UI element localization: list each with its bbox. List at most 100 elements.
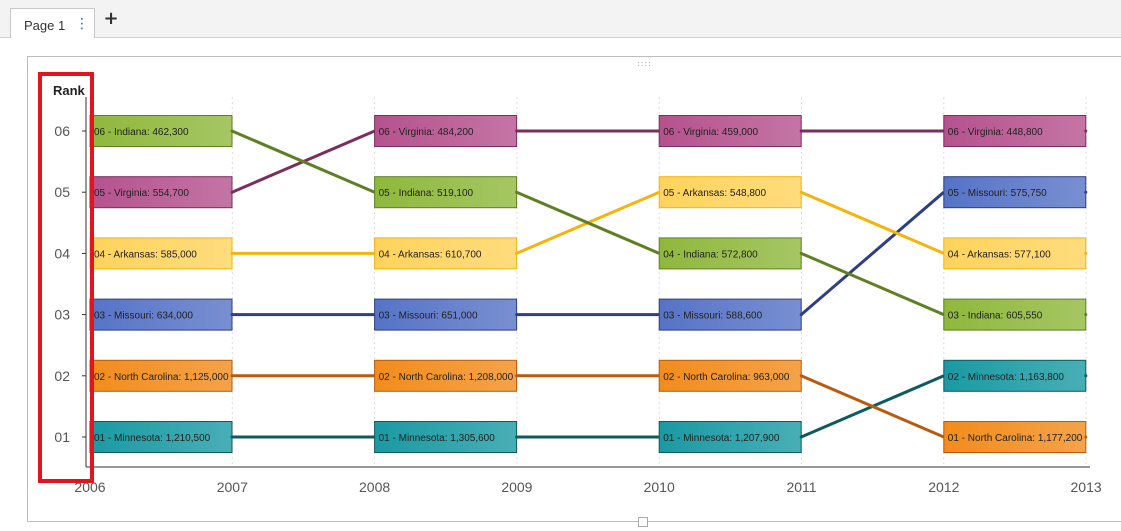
series-point [515,313,519,317]
box-label-group: 06 - Indiana: 462,300 [94,127,189,138]
series-connector-line [516,190,660,255]
series-point [230,190,234,194]
series-connector-line [800,252,945,316]
box-label-group: 02 - Minnesota: 1,163,800 [948,372,1065,383]
series-box [374,298,518,331]
tab-page-1[interactable]: Page 1 ⋮ [10,8,95,39]
series-point [1084,129,1088,133]
drag-handle-icon[interactable]: :::: [637,59,652,68]
data-label: 06 - Virginia: 484,200 [379,127,474,138]
box-label-group: 05 - Virginia: 554,700 [94,188,189,199]
series-point [230,435,234,439]
series-point [515,435,519,439]
data-label: 02 - North Carolina: 963,000 [663,372,790,383]
series-point [515,251,519,255]
y-axis-title: Rank [53,83,86,98]
box-label-group: 02 - North Carolina: 1,208,000 [379,372,514,383]
series-connector-line [800,191,945,316]
data-label: 04 - Indiana: 572,800 [663,249,758,260]
series-box [658,421,802,453]
series-box [943,421,1087,453]
data-label: 04 - Arkansas: 577,100 [948,249,1051,260]
box-label-group: 02 - North Carolina: 1,125,000 [94,372,229,383]
y-tick-label: 05 [54,184,70,200]
series-point [515,190,519,194]
series-point [230,374,234,378]
x-tick-label: 2007 [217,479,248,495]
box-label-group: 04 - Arkansas: 610,700 [379,249,482,260]
series-box [943,359,1087,392]
series-point [799,313,803,317]
series-box [89,421,233,453]
data-label: 01 - Minnesota: 1,207,900 [663,433,780,444]
plus-icon[interactable]: + [103,8,119,29]
box-label-group: 03 - Missouri: 588,600 [663,311,762,322]
data-label: 04 - Arkansas: 610,700 [379,249,482,260]
data-label: 03 - Indiana: 605,550 [948,311,1043,322]
y-tick-label: 03 [54,307,70,323]
series-box [374,237,518,270]
x-tick-label: 2010 [644,479,675,495]
series-box [943,115,1087,147]
data-label: 01 - North Carolina: 1,177,200 [948,433,1083,444]
y-tick-label: 06 [54,123,70,139]
x-tick-label: 2011 [786,479,816,495]
x-tick-label: 2009 [501,479,532,495]
data-label: 06 - Virginia: 448,800 [948,127,1043,138]
box-label-group: 03 - Indiana: 605,550 [948,311,1043,322]
series-box [658,298,802,331]
data-label: 02 - North Carolina: 1,208,000 [379,372,514,383]
y-tick-label: 02 [54,368,70,384]
series-box [374,421,518,453]
page-tab-bar: Page 1 ⋮ + [0,0,1121,39]
data-label: 05 - Indiana: 519,100 [379,188,474,199]
series-box [89,237,233,270]
series-point [799,435,803,439]
x-tick-label: 2012 [928,479,959,495]
series-point [515,129,519,133]
series-box [89,115,233,147]
box-label-group: 06 - Virginia: 459,000 [663,127,758,138]
series-point [515,374,519,378]
data-label: 02 - North Carolina: 1,125,000 [94,372,229,383]
rank-axis-highlight-box [38,72,94,483]
box-label-group: 04 - Arkansas: 577,100 [948,249,1051,260]
series-box [658,359,802,392]
series-point [230,251,234,255]
data-label: 03 - Missouri: 634,000 [94,311,193,322]
data-label: 05 - Missouri: 575,750 [948,188,1047,199]
data-label: 03 - Missouri: 588,600 [663,311,762,322]
series-point [1084,251,1088,255]
data-label: 03 - Missouri: 651,000 [379,311,478,322]
tab-label: Page 1 [24,18,66,33]
series-connector-line [231,129,376,194]
box-label-group: 01 - Minnesota: 1,305,600 [379,433,496,444]
series-box [89,176,233,209]
x-tick-label: 2008 [359,479,390,495]
series-box [374,176,518,209]
box-label-group: 02 - North Carolina: 963,000 [663,372,790,383]
data-label: 01 - Minnesota: 1,305,600 [379,433,496,444]
data-label: 04 - Arkansas: 585,000 [94,249,197,260]
vertical-ellipsis-icon[interactable]: ⋮ [75,16,89,32]
data-label: 05 - Arkansas: 548,800 [663,188,766,199]
data-label: 06 - Virginia: 459,000 [663,127,758,138]
box-label-group: 03 - Missouri: 634,000 [94,311,193,322]
series-box [374,115,518,147]
box-label-group: 06 - Virginia: 448,800 [948,127,1043,138]
series-point [230,129,234,133]
box-label-group: 04 - Indiana: 572,800 [663,249,758,260]
x-tick-label: 2006 [74,479,105,495]
data-label: 05 - Virginia: 554,700 [94,188,189,199]
series-box [374,359,518,392]
data-label: 06 - Indiana: 462,300 [94,127,189,138]
series-point [1084,313,1088,317]
box-label-group: 06 - Virginia: 484,200 [379,127,474,138]
box-label-group: 04 - Arkansas: 585,000 [94,249,197,260]
box-label-group: 05 - Indiana: 519,100 [379,188,474,199]
series-point [799,129,803,133]
resize-handle-icon[interactable] [638,517,648,527]
series-box [658,115,802,147]
series-point [1084,190,1088,194]
series-point [799,374,803,378]
